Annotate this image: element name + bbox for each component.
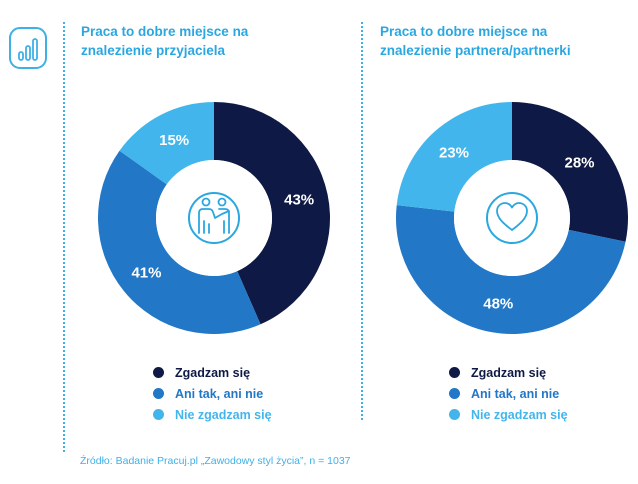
legend-dot-disagree [449,409,460,420]
chart-2-title: Praca to dobre miejsce na znalezienie pa… [380,22,571,60]
slice-label-2: 48% [483,295,513,312]
heart-icon [486,192,538,244]
legend-label-neutral: Ani tak, ani nie [175,386,264,401]
source-note: Źródło: Badanie Pracuj.pl „Zawodowy styl… [80,455,351,467]
legend-item-agree: Zgadzam się [449,362,568,383]
legend-item-neutral: Ani tak, ani nie [449,383,568,404]
legend-chart-2: Zgadzam się Ani tak, ani nie Nie zgadzam… [449,362,568,425]
chart-2-title-line-2: znalezienie partnera/partnerki [380,43,571,58]
friends-icon [188,192,240,244]
chart-2-title-line-1: Praca to dobre miejsce na [380,24,548,39]
middle-divider [361,22,363,420]
legend-label-neutral: Ani tak, ani nie [471,386,560,401]
donut-chart-partner: 28% 48% 23% [396,102,628,334]
slice-label-1: 28% [565,155,595,172]
legend-chart-1: Zgadzam się Ani tak, ani nie Nie zgadzam… [153,362,272,425]
legend-dot-neutral [449,388,460,399]
chart-1-title-line-1: Praca to dobre miejsce na [81,24,249,39]
bar-chart-icon [8,26,48,70]
legend-label-disagree: Nie zgadzam się [175,407,272,422]
legend-item-agree: Zgadzam się [153,362,272,383]
legend-label-disagree: Nie zgadzam się [471,407,568,422]
legend-item-neutral: Ani tak, ani nie [153,383,272,404]
donut-chart-friend: 43% 41% 15% [98,102,330,334]
legend-dot-agree [153,367,164,378]
chart-1-title-line-2: znalezienie przyjaciela [81,43,226,58]
legend-item-disagree: Nie zgadzam się [449,404,568,425]
slice-label-1: 43% [284,192,314,209]
donut-slice-1 [512,102,628,242]
slice-label-3: 15% [159,132,189,149]
legend-label-agree: Zgadzam się [175,365,251,380]
donut-slice-3 [119,102,214,185]
legend-item-disagree: Nie zgadzam się [153,404,272,425]
donut-hole [454,160,570,276]
donut-slice-1 [214,102,330,325]
legend-dot-agree [449,367,460,378]
donut-slice-2 [98,150,261,334]
slice-label-3: 23% [439,145,469,162]
left-divider [63,22,65,452]
legend-dot-disagree [153,409,164,420]
legend-dot-neutral [153,388,164,399]
donut-slice-3 [396,102,512,212]
legend-label-agree: Zgadzam się [471,365,547,380]
slice-label-2: 41% [131,264,161,281]
donut-slice-2 [396,205,626,334]
chart-1-title: Praca to dobre miejsce na znalezienie pr… [81,22,248,60]
donut-hole [156,160,272,276]
